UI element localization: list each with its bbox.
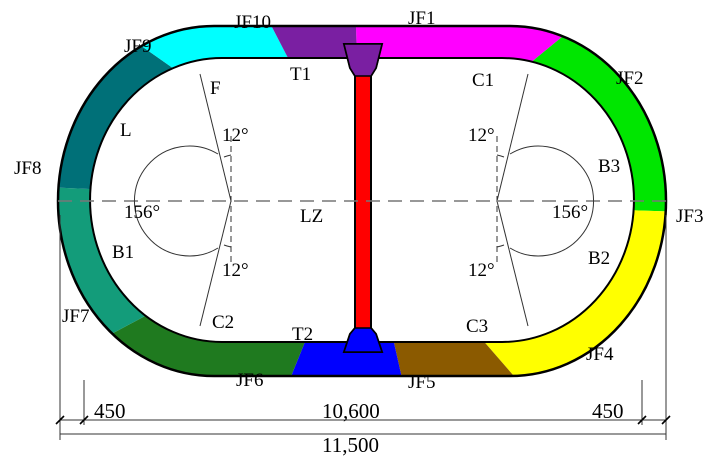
label-jf6: JF6 — [236, 370, 263, 391]
segment-jf3 — [362, 201, 666, 376]
label-jf8: JF8 — [14, 158, 41, 179]
inner-lining-edge — [89, 57, 635, 343]
dim-right-offset: 450 — [592, 399, 624, 423]
angle-upper-left: 12° — [222, 125, 249, 146]
label-c1: C1 — [472, 70, 494, 91]
label-c3: C3 — [466, 316, 488, 337]
label-b1: B1 — [112, 242, 134, 263]
bottom-haunch — [342, 327, 384, 353]
right-bore-geometry — [496, 73, 595, 327]
angle-left-central: 156° — [124, 202, 160, 223]
left-bore-geometry — [133, 73, 232, 327]
outer-lining-edge — [56, 24, 668, 378]
dimension-ticks — [55, 415, 671, 425]
dim-inner-span: 10,600 — [322, 399, 380, 423]
label-jf2: JF2 — [616, 68, 643, 89]
dimension-labels: 450 10,600 450 11,500 — [94, 399, 624, 457]
dimension-lines — [59, 215, 667, 440]
label-c2: C2 — [212, 312, 234, 333]
label-t1: T1 — [290, 64, 311, 85]
label-b3: B3 — [598, 156, 620, 177]
dim-total-width: 11,500 — [322, 433, 379, 457]
label-jf1: JF1 — [408, 8, 435, 29]
top-haunch — [343, 43, 383, 77]
label-jf10: JF10 — [234, 12, 271, 33]
segment-jf1 — [355, 26, 607, 201]
segment-labels: JF1 JF2 JF3 JF4 JF5 JF6 JF7 JF8 JF9 JF10 — [14, 8, 703, 393]
label-t2: T2 — [292, 324, 313, 345]
angle-labels: 12° 12° 12° 12° 156° 156° — [124, 125, 588, 281]
label-jf9: JF9 — [124, 36, 151, 57]
angle-lower-left: 12° — [222, 260, 249, 281]
angle-right-central: 156° — [552, 202, 588, 223]
label-jf5: JF5 — [408, 372, 435, 393]
label-l: L — [120, 120, 132, 141]
label-f: F — [210, 78, 221, 99]
label-lz: LZ — [300, 206, 323, 227]
label-jf4: JF4 — [586, 344, 614, 365]
label-jf3: JF3 — [676, 206, 703, 227]
angle-lower-right: 12° — [468, 260, 495, 281]
dim-left-offset: 450 — [94, 399, 126, 423]
center-wall — [342, 43, 384, 353]
segment-jf10 — [258, 26, 362, 201]
angle-upper-right: 12° — [468, 125, 495, 146]
label-b2: B2 — [588, 248, 610, 269]
region-labels: T1 T2 C1 C2 C3 B1 B2 B3 F L LZ — [112, 64, 620, 345]
label-jf7: JF7 — [62, 306, 89, 327]
